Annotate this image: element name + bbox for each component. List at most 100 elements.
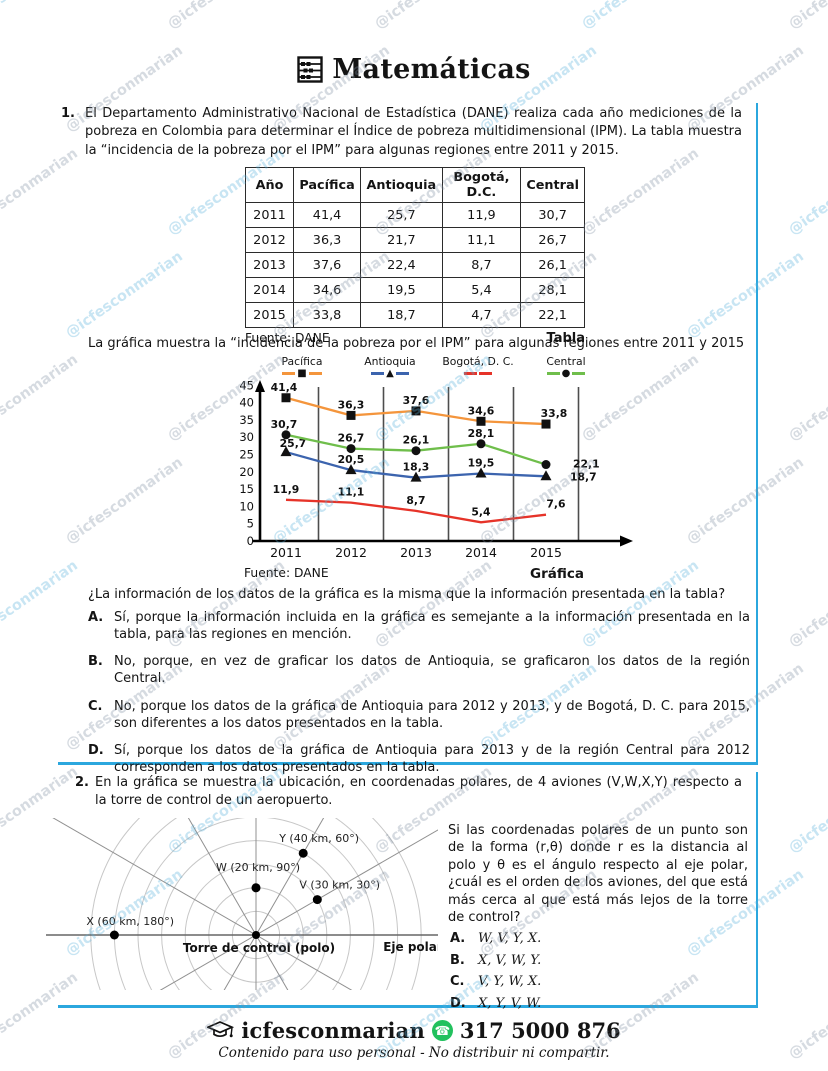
option-A: A. W, V, Y, X. (448, 931, 748, 946)
watermark-text: @icfesconmarian (785, 145, 828, 239)
plane-point-V (312, 895, 322, 905)
option-C: C. V, Y, W, X. (448, 974, 748, 989)
svg-text:2011: 2011 (270, 545, 302, 560)
question-2-side-column: Si las coordenadas polares de un punto s… (448, 822, 748, 1011)
svg-text:22,1: 22,1 (573, 458, 600, 471)
table-footer: Fuente: DANE Tabla (245, 331, 585, 346)
option-letter: D. (88, 742, 104, 758)
svg-text:15: 15 (239, 482, 254, 496)
svg-text:34,6: 34,6 (468, 404, 495, 417)
table-row: 2014 34,6 19,5 5,4 28,1 (245, 277, 585, 303)
table-cell: 34,6 (292, 277, 362, 303)
table-cell: 26,7 (520, 227, 585, 253)
watermark-text: @icfesconmarian (372, 0, 495, 32)
plane-point-Y (298, 848, 308, 858)
svg-text:2013: 2013 (400, 545, 432, 560)
legend-item-antioquia: Antioquia ▲ (346, 355, 434, 379)
question-1-prompt: ¿La información de los datos de la gráfi… (88, 587, 726, 602)
svg-text:26,7: 26,7 (338, 432, 365, 445)
table-source: Fuente: DANE (245, 331, 330, 345)
svg-text:2014: 2014 (465, 545, 497, 560)
svg-text:30: 30 (239, 430, 254, 444)
abacus-icon (297, 55, 324, 83)
table-label: Tabla (546, 331, 586, 346)
table-cell: 2011 (245, 202, 294, 228)
option-text: X, Y, V, W. (478, 995, 542, 1011)
legend-label: Antioquia (364, 355, 416, 368)
question-2-intro: 2. En la gráfica se muestra la ubicación… (75, 775, 742, 809)
usage-note: Contenido para uso personal - No distrib… (218, 1045, 610, 1061)
table-row: 2013 37,6 22,4 8,7 26,1 (245, 252, 585, 278)
watermark-text: @icfesconmarian (785, 763, 828, 857)
option-text: V, Y, W, X. (478, 974, 542, 990)
svg-text:V (30 km, 30°): V (30 km, 30°) (299, 879, 380, 892)
svg-text:28,1: 28,1 (468, 427, 495, 440)
graduation-cap-icon (207, 1020, 235, 1037)
svg-text:5: 5 (247, 517, 254, 531)
table-cell: 19,5 (360, 277, 443, 303)
table-row: 2015 33,8 18,7 4,7 22,1 (245, 302, 585, 328)
question-1: 1. El Departamento Administrativo Nacion… (58, 103, 758, 775)
svg-text:2015: 2015 (530, 545, 562, 560)
brand-line: icfesconmarian ☎ 317 5000 876 (0, 1018, 828, 1043)
legend-item-pac-fica: Pacífica ■ (258, 355, 346, 379)
svg-text:Eje polar: Eje polar (383, 940, 438, 954)
table-header-cell: Antioquia (360, 167, 443, 203)
svg-text:W (20 km, 90°): W (20 km, 90°) (216, 861, 300, 874)
table-header-row: Año Pacífica Antioquia Bogotá, D.C. Central (245, 167, 585, 203)
table-header-cell: Año (245, 167, 294, 203)
graph-intro: La gráfica muestra la “incidencia de la … (88, 336, 745, 351)
table-header-cell: Central (520, 167, 585, 203)
legend-label: Central (546, 355, 586, 368)
watermark-text: @icfesconmarian (165, 0, 288, 32)
polar-diagram: V (30 km, 30°) W (20 km, 90°) X (60 km, 18… (0, 615, 576, 1071)
option-text: W, V, Y, X. (478, 931, 542, 947)
page-header: Matemáticas (0, 54, 828, 85)
option-A: A. Sí, porque la información incluida en … (88, 609, 750, 643)
legend-item-bogot-d-c-: Bogotá, D. C. (434, 355, 522, 379)
whatsapp-icon: ☎ (431, 1020, 453, 1041)
table-cell: 33,8 (292, 302, 362, 328)
table-cell: 2015 (245, 302, 294, 328)
page-footer: icfesconmarian ☎ 317 5000 876 Contenido … (0, 1018, 828, 1061)
chart-footer: Fuente: DANE Gráfica (244, 566, 584, 582)
option-C: C. No, porque los datos de la gráfica de … (88, 698, 750, 732)
table-row: 2012 36,3 21,7 11,1 26,7 (245, 227, 585, 253)
square-marker-icon: ■ (297, 367, 307, 379)
svg-text:36,3: 36,3 (338, 398, 365, 411)
table-cell: 25,7 (360, 202, 443, 228)
table-cell: 2014 (245, 277, 294, 303)
option-letter: C. (450, 974, 465, 990)
svg-text:18,7: 18,7 (570, 470, 597, 483)
table-cell: 22,1 (520, 302, 585, 328)
table-row: 2011 41,4 25,7 11,9 30,7 (245, 202, 585, 228)
legend-swatch: ▲ (371, 368, 409, 379)
legend-swatch: ● (546, 368, 586, 379)
option-letter: D. (450, 995, 466, 1011)
ipm-chart-block: Pacífica ■ Antioquia ▲ Bogotá, D. C. Central ●… (216, 355, 656, 582)
svg-text:41,4: 41,4 (271, 381, 298, 394)
svg-text:26,1: 26,1 (403, 434, 430, 447)
table-cell: 41,4 (292, 202, 362, 228)
svg-text:X (60 km, 180°): X (60 km, 180°) (86, 915, 174, 928)
svg-text:7,6: 7,6 (546, 498, 565, 511)
svg-text:5,4: 5,4 (471, 505, 491, 518)
svg-text:45: 45 (239, 379, 254, 392)
svg-text:Torre de control (polo): Torre de control (polo) (183, 941, 335, 955)
watermark-text: @icfesconmarian (785, 351, 828, 445)
table-cell: 28,1 (520, 277, 585, 303)
table-cell: 8,7 (441, 252, 522, 278)
plane-point-X (109, 930, 119, 940)
table-cell: 36,3 (292, 227, 362, 253)
table-cell: 26,1 (520, 252, 585, 278)
table-cell: 18,7 (360, 302, 443, 328)
brand-name: icfesconmarian (241, 1018, 425, 1043)
svg-text:10: 10 (239, 499, 254, 513)
question-1-intro: 1. El Departamento Administrativo Nacion… (61, 106, 742, 158)
table-cell: 22,4 (360, 252, 443, 278)
svg-text:18,3: 18,3 (403, 461, 430, 474)
option-text: X, V, W, Y. (478, 952, 542, 968)
option-text: No, porque, en vez de graficar los datos… (114, 654, 750, 687)
watermark-text: @icfesconmarian (579, 0, 702, 32)
question-2: 2. En la gráfica se muestra la ubicación… (0, 615, 758, 1071)
